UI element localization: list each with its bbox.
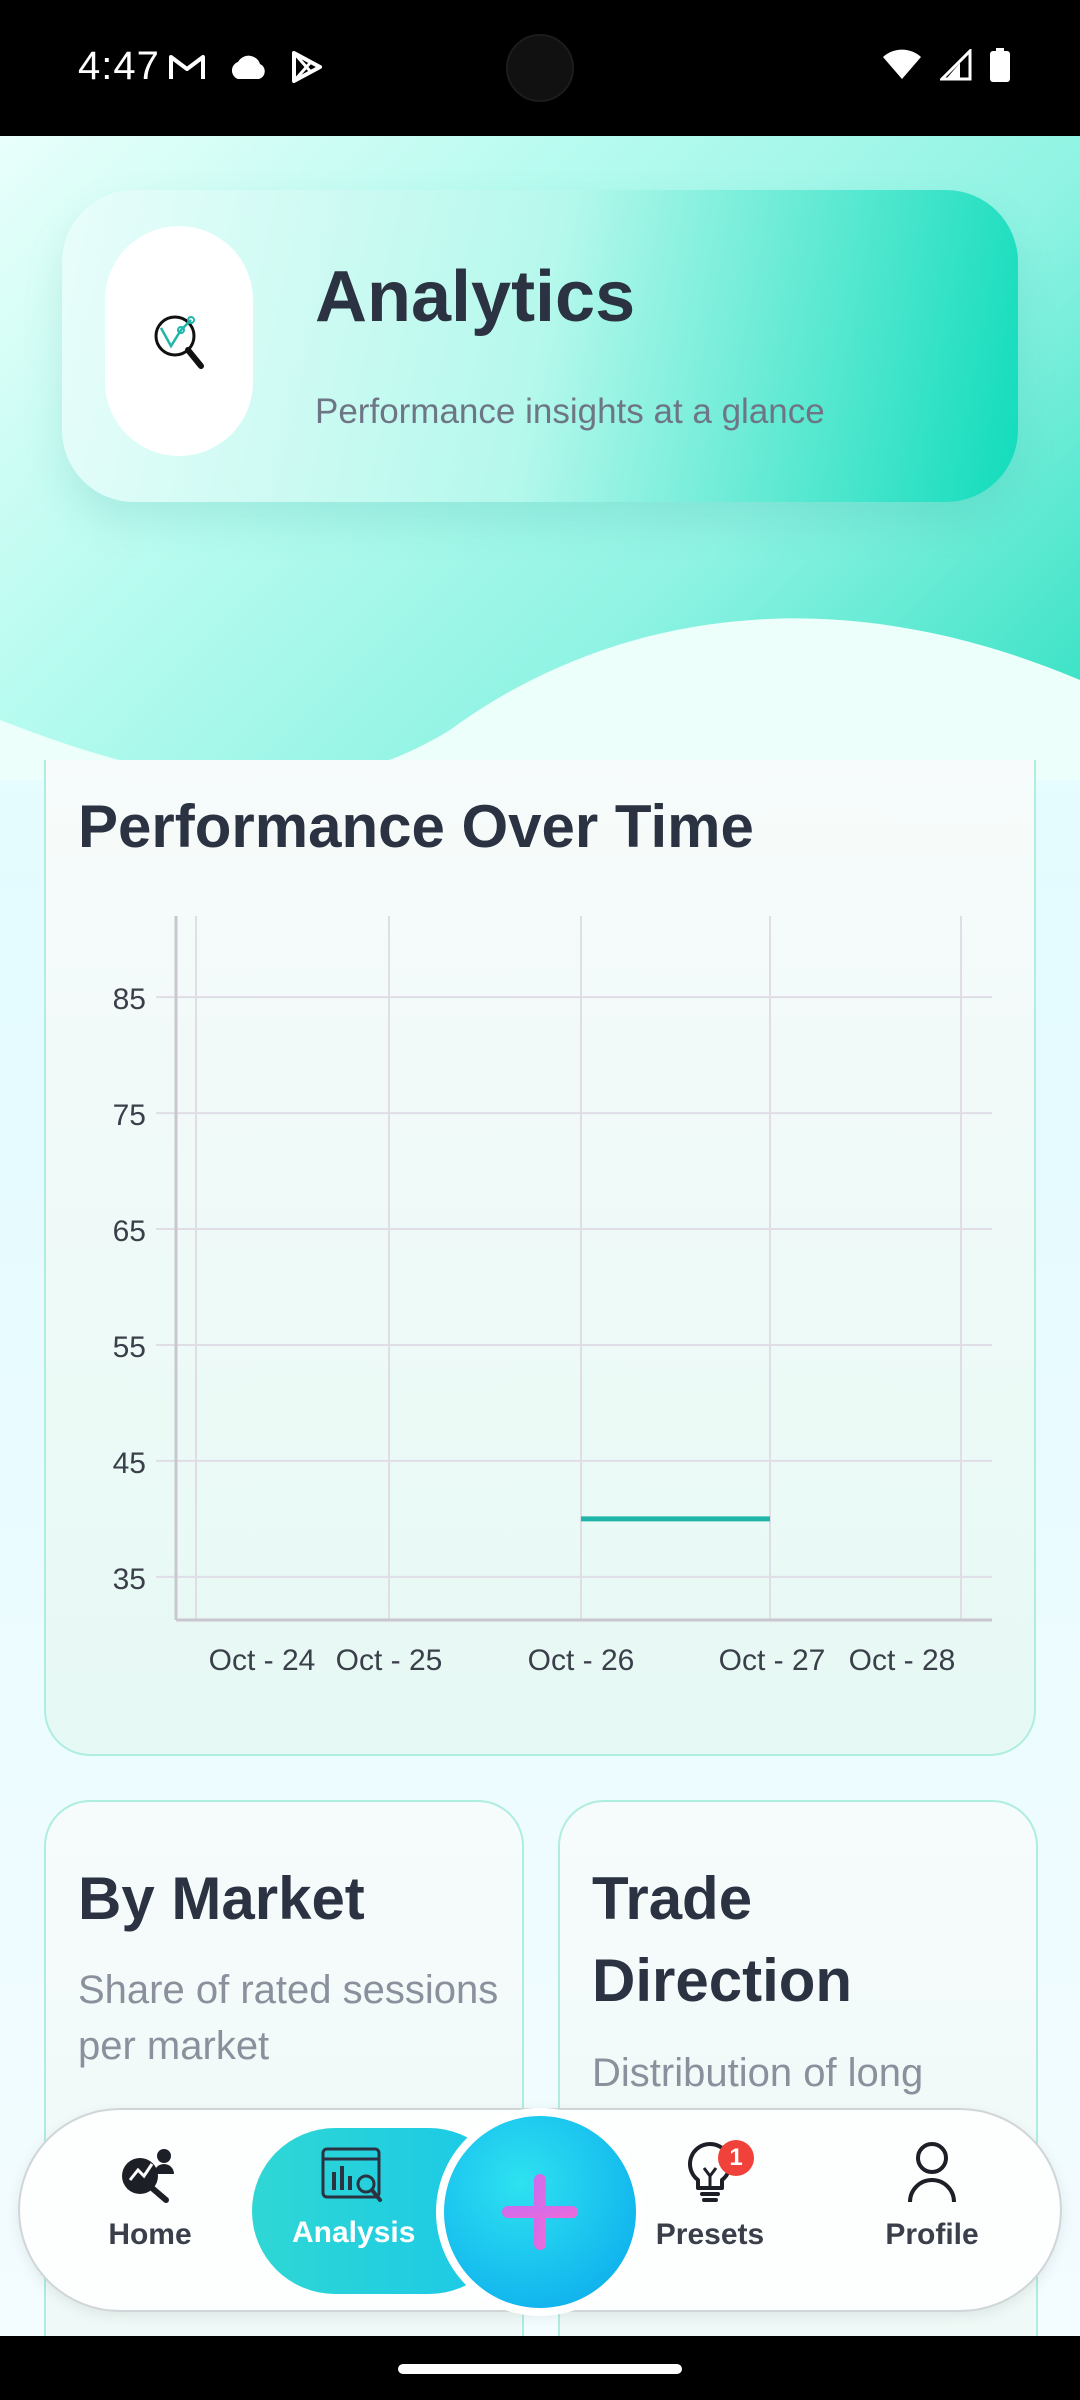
play-store-icon — [290, 50, 324, 84]
magnifier-chart-icon — [151, 310, 207, 372]
signal-icon — [940, 49, 972, 81]
page-subtitle: Performance insights at a glance — [315, 392, 825, 432]
app-logo — [105, 226, 253, 456]
x-tick-label: Oct - 27 — [719, 1644, 826, 1677]
trade-direction-description: Distribution of long — [592, 2045, 1022, 2101]
nav-home[interactable]: Home — [60, 2140, 240, 2252]
x-tick-label: Oct - 28 — [849, 1644, 956, 1677]
y-tick-label: 85 — [113, 983, 146, 1016]
header-wave — [0, 560, 1080, 780]
status-bar: 4:47 — [0, 0, 1080, 136]
camera-cutout — [506, 34, 574, 102]
home-analytics-icon — [118, 2140, 182, 2204]
nav-analysis-label: Analysis — [292, 2216, 415, 2250]
person-icon — [906, 2140, 958, 2204]
analysis-icon — [320, 2146, 384, 2204]
y-tick-label: 45 — [113, 1447, 146, 1480]
chart-title: Performance Over Time — [78, 792, 754, 861]
y-tick-label: 55 — [113, 1331, 146, 1364]
home-gesture-bar[interactable] — [398, 2364, 682, 2374]
cloud-icon — [228, 53, 268, 81]
nav-presets[interactable]: Presets — [620, 2140, 800, 2252]
y-tick-label: 65 — [113, 1215, 146, 1248]
nav-home-label: Home — [108, 2218, 191, 2252]
status-time: 4:47 — [78, 44, 160, 89]
nav-profile[interactable]: Profile — [842, 2140, 1022, 2252]
plus-icon — [498, 2170, 582, 2254]
wifi-icon — [882, 49, 922, 81]
by-market-title: By Market — [78, 1858, 498, 1940]
x-tick-label: Oct - 26 — [528, 1644, 635, 1677]
y-tick-label: 35 — [113, 1563, 146, 1596]
trade-direction-title: Trade Direction — [592, 1858, 1012, 2022]
battery-icon — [990, 48, 1010, 82]
x-tick-label: Oct - 25 — [336, 1644, 443, 1677]
y-tick-label: 75 — [113, 1099, 146, 1132]
by-market-description: Share of rated sessions per market — [78, 1962, 508, 2074]
page-title: Analytics — [315, 256, 635, 338]
add-button[interactable] — [436, 2108, 644, 2316]
nav-presets-label: Presets — [656, 2218, 764, 2252]
gmail-icon — [168, 52, 206, 82]
x-tick-label: Oct - 24 — [209, 1644, 316, 1677]
nav-profile-label: Profile — [885, 2218, 978, 2252]
presets-badge: 1 — [718, 2140, 754, 2176]
performance-chart: 35 45 55 65 75 85 Oct - 24 Oct - 25 Oct - 26 Oct … — [44, 880, 1036, 1710]
